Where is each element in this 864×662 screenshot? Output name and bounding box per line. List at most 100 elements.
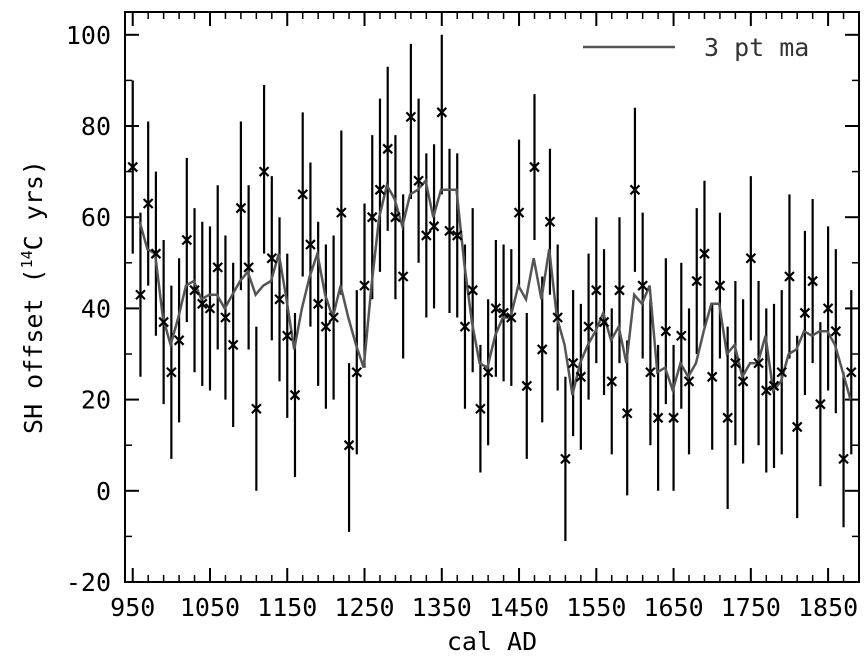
data-point-marker bbox=[567, 357, 579, 369]
data-point-marker bbox=[799, 307, 811, 319]
data-point-marker bbox=[536, 344, 548, 355]
data-point-marker bbox=[560, 453, 571, 465]
data-point-marker bbox=[459, 321, 471, 332]
marker-stroke bbox=[683, 376, 695, 387]
marker-stroke bbox=[451, 230, 463, 241]
data-point-marker bbox=[745, 252, 757, 264]
data-point-marker bbox=[158, 316, 169, 328]
data-point-marker bbox=[451, 230, 463, 241]
legend-label: 3 pt ma bbox=[704, 33, 809, 62]
data-point-marker bbox=[328, 312, 339, 323]
x-tick-label: 1550 bbox=[566, 593, 626, 622]
marker-stroke bbox=[173, 335, 185, 346]
marker-stroke bbox=[166, 366, 177, 378]
data-point-marker bbox=[359, 280, 370, 291]
data-point-marker bbox=[791, 421, 803, 433]
marker-stroke bbox=[405, 111, 417, 123]
x-tick-label: 1650 bbox=[643, 593, 703, 622]
marker-stroke bbox=[637, 280, 648, 291]
marker-stroke bbox=[189, 284, 200, 296]
data-point-marker bbox=[390, 211, 401, 223]
data-points bbox=[127, 107, 857, 465]
data-point-marker bbox=[645, 366, 656, 378]
data-point-marker bbox=[621, 408, 633, 419]
data-point-marker bbox=[266, 252, 278, 264]
data-point-marker bbox=[776, 366, 788, 378]
data-point-marker bbox=[336, 207, 347, 218]
marker-stroke bbox=[390, 211, 401, 223]
data-point-marker bbox=[366, 211, 378, 223]
marker-stroke bbox=[382, 143, 393, 155]
marker-stroke bbox=[691, 275, 703, 287]
data-point-marker bbox=[421, 230, 432, 241]
marker-stroke bbox=[536, 344, 548, 355]
marker-stroke bbox=[606, 376, 618, 387]
marker-stroke bbox=[737, 376, 749, 387]
data-point-marker bbox=[274, 294, 285, 305]
marker-stroke bbox=[614, 284, 625, 296]
data-point-marker bbox=[691, 275, 703, 287]
x-tick-label: 1250 bbox=[334, 593, 394, 622]
marker-stroke bbox=[235, 202, 247, 214]
marker-stroke bbox=[730, 357, 741, 369]
marker-stroke bbox=[513, 207, 525, 218]
legend: 3 pt ma bbox=[583, 33, 809, 62]
marker-stroke bbox=[459, 321, 471, 332]
marker-stroke bbox=[289, 389, 301, 401]
data-point-marker bbox=[297, 189, 308, 200]
x-tick-label: 1850 bbox=[798, 593, 858, 622]
marker-stroke bbox=[181, 234, 193, 246]
marker-stroke bbox=[838, 453, 849, 465]
marker-stroke bbox=[799, 307, 811, 319]
data-point-marker bbox=[235, 202, 247, 214]
error-bars bbox=[131, 34, 853, 541]
data-point-marker bbox=[127, 161, 139, 173]
data-point-marker bbox=[436, 107, 448, 118]
data-point-marker bbox=[552, 312, 563, 323]
marker-stroke bbox=[413, 175, 424, 186]
data-point-marker bbox=[405, 111, 417, 123]
marker-stroke bbox=[660, 325, 672, 337]
marker-stroke bbox=[212, 262, 223, 273]
data-point-marker bbox=[637, 280, 648, 291]
data-point-marker bbox=[281, 330, 293, 342]
data-point-marker bbox=[629, 184, 641, 196]
marker-stroke bbox=[135, 289, 146, 300]
data-point-marker bbox=[591, 284, 602, 296]
marker-stroke bbox=[791, 421, 803, 433]
marker-stroke bbox=[544, 216, 556, 228]
marker-stroke bbox=[761, 385, 772, 396]
marker-stroke bbox=[366, 211, 378, 223]
marker-stroke bbox=[227, 339, 239, 351]
data-point-marker bbox=[683, 376, 695, 387]
x-tick-label: 1050 bbox=[180, 593, 240, 622]
marker-stroke bbox=[220, 312, 231, 323]
marker-stroke bbox=[822, 303, 834, 314]
data-point-marker bbox=[676, 330, 687, 342]
y-tick-label: 60 bbox=[81, 203, 111, 232]
y-tick-label: 0 bbox=[96, 477, 111, 506]
marker-stroke bbox=[583, 321, 594, 332]
marker-stroke bbox=[552, 312, 563, 323]
marker-stroke bbox=[490, 303, 502, 314]
marker-stroke bbox=[722, 412, 733, 424]
x-tick-label: 1350 bbox=[412, 593, 472, 622]
data-point-marker bbox=[583, 321, 594, 332]
data-point-marker bbox=[660, 325, 672, 337]
data-point-marker bbox=[714, 280, 726, 291]
data-point-marker bbox=[189, 284, 200, 296]
data-point-marker bbox=[166, 366, 177, 378]
data-point-marker bbox=[196, 298, 208, 310]
data-point-marker bbox=[575, 371, 587, 383]
data-point-marker bbox=[606, 376, 618, 387]
marker-stroke bbox=[706, 371, 718, 383]
data-point-marker bbox=[142, 198, 154, 209]
marker-stroke bbox=[297, 189, 308, 200]
data-point-marker bbox=[181, 234, 193, 246]
x-tick-label: 1750 bbox=[721, 593, 781, 622]
x-axis-title: cal AD bbox=[447, 627, 537, 656]
data-point-marker bbox=[737, 376, 749, 387]
marker-stroke bbox=[351, 366, 363, 378]
data-point-marker bbox=[807, 275, 818, 287]
